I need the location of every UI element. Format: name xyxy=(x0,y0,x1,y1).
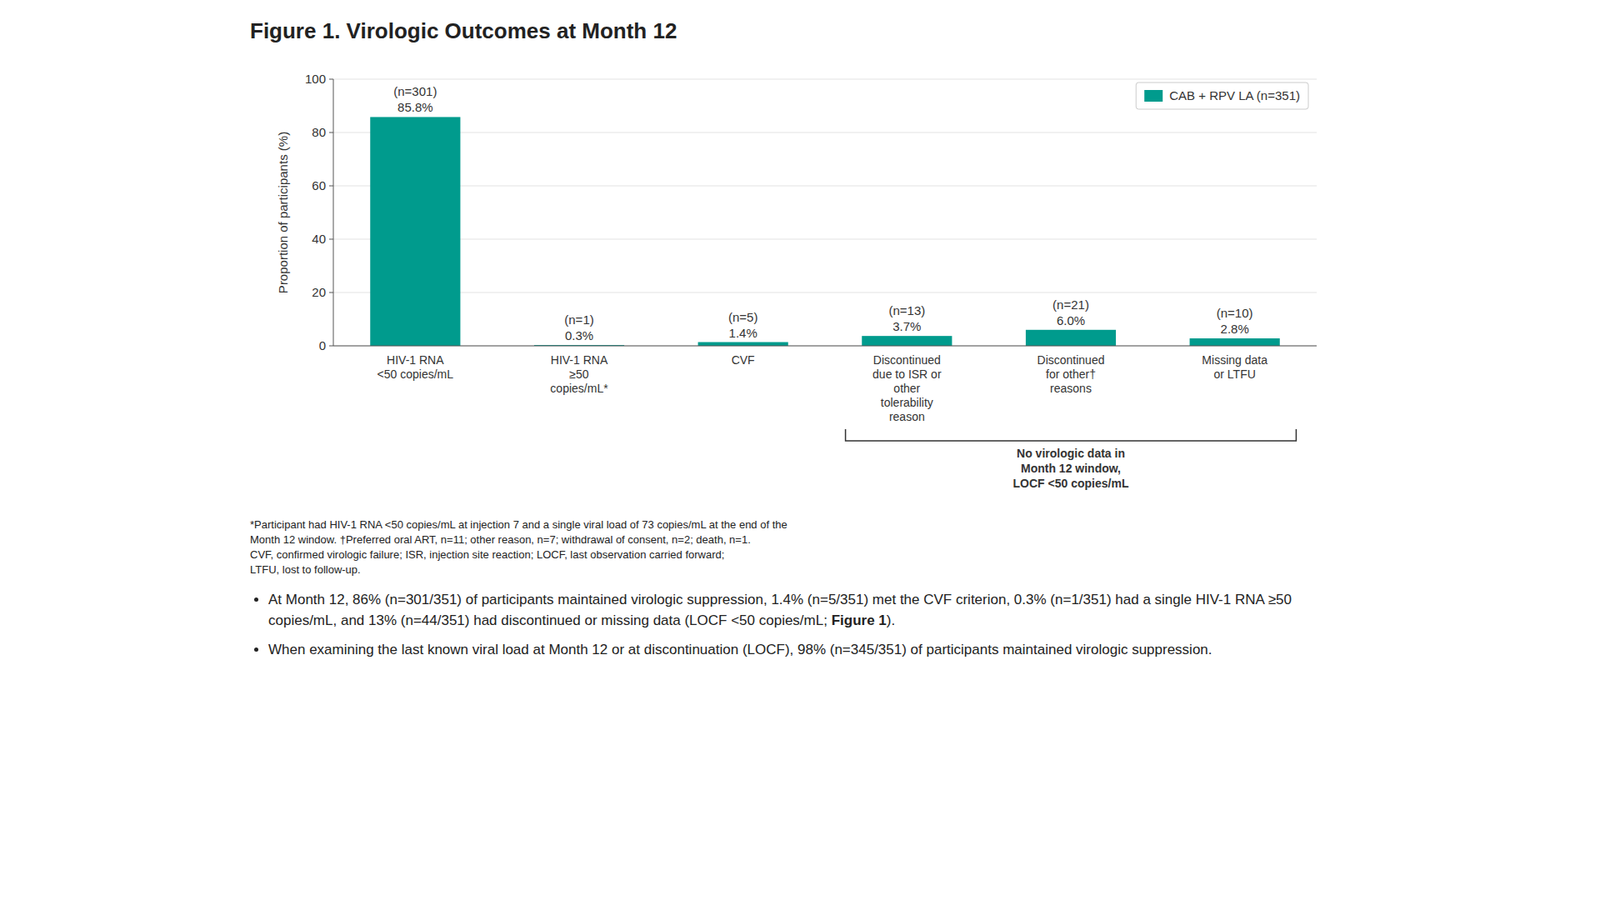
footnote: CVF, confirmed virologic failure; ISR, i… xyxy=(250,547,1367,563)
panel: Figure 1. Virologic Outcomes at Month 12… xyxy=(233,0,1367,660)
count-label: (n=10) xyxy=(1216,305,1254,320)
y-tick xyxy=(329,185,334,187)
bullet-text: At Month 12, 86% (n=301/351) of particip… xyxy=(268,591,1292,629)
count-label: (n=1) xyxy=(564,312,594,327)
bar xyxy=(861,335,952,346)
x-tick-label: Missing dataor LTFU xyxy=(1201,353,1268,381)
bracket xyxy=(845,429,1297,441)
x-tick-label: HIV-1 RNA≥50copies/mL* xyxy=(550,353,609,395)
legend-label: CAB + RPV LA (n=351) xyxy=(1169,88,1300,103)
grid-line xyxy=(333,292,1317,294)
data-label: 1.4% xyxy=(729,325,758,340)
bar xyxy=(698,342,789,346)
y-tick-label: 100 xyxy=(305,71,326,86)
data-label: 0.3% xyxy=(565,328,594,343)
x-tick-label: CVF xyxy=(731,353,755,367)
grid-line xyxy=(333,345,1317,347)
bullet: When examining the last known viral load… xyxy=(268,639,1319,660)
grid-line xyxy=(333,79,1317,80)
bullet-bold: Figure 1 xyxy=(831,612,887,629)
count-label: (n=301) xyxy=(393,84,437,99)
footnote: LTFU, lost to follow-up. xyxy=(250,562,1367,578)
x-tick-label: Discontinueddue to ISR orothertolerabili… xyxy=(872,353,942,424)
x-tick-label: HIV-1 RNA<50 copies/mL xyxy=(377,353,455,381)
footnotes: *Participant had HIV-1 RNA <50 copies/mL… xyxy=(233,517,1367,578)
count-label: (n=21) xyxy=(1052,297,1090,312)
footnote: Month 12 window. †Preferred oral ART, n=… xyxy=(250,532,1367,548)
y-tick-label: 20 xyxy=(311,285,326,300)
bar xyxy=(370,116,460,346)
count-label: (n=5) xyxy=(728,310,758,325)
bullet-end: ). xyxy=(886,612,895,629)
data-label: 2.8% xyxy=(1220,321,1250,336)
bar xyxy=(1190,338,1280,346)
grid-line xyxy=(333,239,1317,240)
legend-box xyxy=(1135,82,1309,110)
y-tick xyxy=(329,132,334,134)
y-axis-line xyxy=(333,79,335,346)
y-tick-label: 40 xyxy=(311,231,326,246)
x-axis-line xyxy=(333,345,1317,347)
y-tick xyxy=(329,292,334,294)
chart: 0 20 40 60 80 100 Proportion of participants (… xyxy=(250,50,1334,518)
bars xyxy=(370,116,1280,346)
y-tick xyxy=(329,345,334,347)
title: Figure 1. Virologic Outcomes at Month 12 xyxy=(250,18,1367,45)
data-label: 6.0% xyxy=(1056,313,1085,328)
grid-line xyxy=(333,132,1317,134)
footnote: *Participant had HIV-1 RNA <50 copies/mL… xyxy=(250,517,1367,533)
bar xyxy=(1025,330,1116,346)
data-label: 3.7% xyxy=(892,319,921,334)
x-tick-label: Discontinuedfor other†reasons xyxy=(1037,353,1105,395)
y-tick xyxy=(329,79,334,80)
legend: CAB + RPV LA (n=351) xyxy=(1135,82,1309,110)
y-tick xyxy=(329,239,334,240)
legend-swatch xyxy=(1144,90,1163,102)
y-tick-label: 60 xyxy=(311,178,326,193)
y-tick-label: 80 xyxy=(311,125,326,140)
count-label: (n=13) xyxy=(888,303,925,318)
bullets: At Month 12, 86% (n=301/351) of particip… xyxy=(250,589,1367,660)
y-axis-label: Proportion of participants (%) xyxy=(275,131,290,294)
bullet-text: When examining the last known viral load… xyxy=(268,641,1213,658)
y-tick-label: 0 xyxy=(319,338,326,353)
data-label: 85.8% xyxy=(397,100,434,115)
bullet: At Month 12, 86% (n=301/351) of particip… xyxy=(268,589,1319,631)
grid-line xyxy=(333,185,1317,187)
bracket-label: No virologic data inMonth 12 window,LOCF… xyxy=(1013,446,1130,490)
